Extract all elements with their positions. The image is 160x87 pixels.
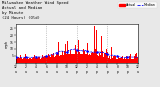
Y-axis label: mph: mph [4, 39, 8, 48]
Text: Milwaukee Weather Wind Speed
Actual and Median
by Minute
(24 Hours) (Old): Milwaukee Weather Wind Speed Actual and … [2, 1, 68, 20]
Legend: Actual, Median: Actual, Median [118, 2, 157, 8]
